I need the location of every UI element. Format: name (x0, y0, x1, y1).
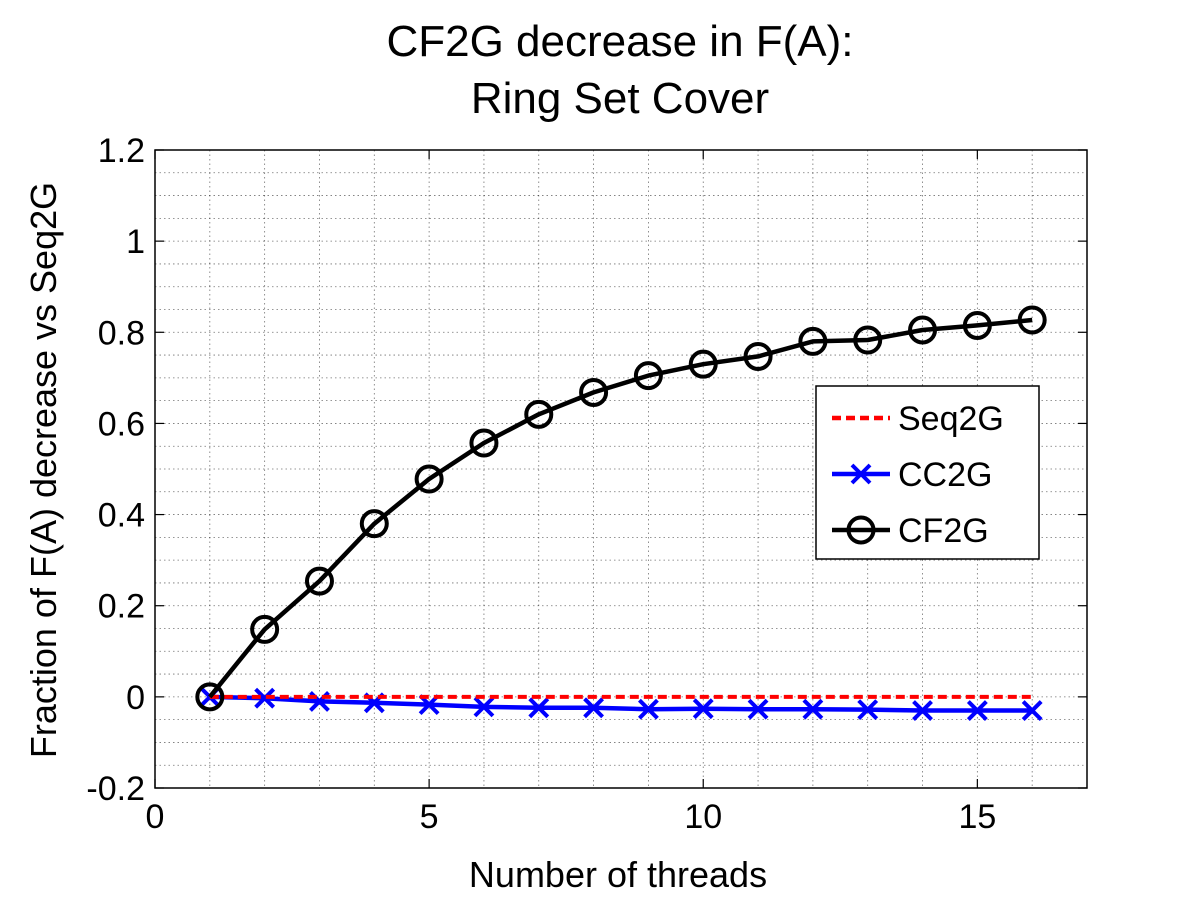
data-point-cc2g (528, 697, 550, 719)
marker-stroke (747, 698, 769, 720)
data-point-cf2g (743, 341, 773, 371)
data-point-cc2g (747, 698, 769, 720)
legend-marker-cf2g (846, 515, 876, 545)
data-point-cc2g (966, 700, 988, 721)
data-point-cf2g (853, 325, 883, 355)
data-point-cf2g (359, 509, 389, 539)
chart-title-line-1: CF2G decrease in F(A): (386, 17, 853, 66)
marker-stroke (966, 700, 988, 721)
data-point-cf2g (195, 682, 225, 712)
marker-stroke (528, 697, 550, 719)
legend: Seq2G CC2G CF2G (815, 385, 1040, 560)
data-point-cc2g (802, 698, 824, 720)
data-point-cf2g (908, 315, 938, 345)
y-tick-label: 1.2 (98, 132, 145, 170)
data-point-cf2g (304, 566, 334, 596)
x-tick-label: 10 (684, 798, 722, 836)
y-tick-label: 0.6 (98, 405, 145, 443)
data-point-cf2g (414, 464, 444, 494)
data-point-cf2g (798, 326, 828, 356)
data-point-cc2g (583, 697, 605, 719)
y-tick-label: -0.2 (86, 770, 145, 808)
marker-stroke (637, 698, 659, 720)
marker-stroke (1021, 700, 1043, 721)
y-tick-label: 0.8 (98, 314, 145, 352)
y-tick-label: 0 (126, 679, 145, 717)
data-point-cc2g (857, 699, 879, 721)
marker-stroke (692, 698, 714, 720)
grid (155, 150, 1087, 788)
marker-stroke (857, 699, 879, 721)
data-point-cc2g (692, 698, 714, 720)
data-point-cf2g (469, 428, 499, 458)
data-point-cf2g (579, 377, 609, 407)
data-point-cf2g (633, 361, 663, 391)
marker-stroke (254, 687, 276, 709)
data-point-cf2g (688, 349, 718, 379)
marker-stroke (802, 698, 824, 720)
x-axis-label: Number of threads (469, 854, 767, 895)
data-point-cc2g (1021, 700, 1043, 721)
data-point-cf2g (1017, 305, 1047, 335)
x-tick-label: 15 (958, 798, 996, 836)
data-point-cf2g (962, 310, 992, 340)
legend-label-seq2g: Seq2G (898, 400, 1004, 438)
data-point-cc2g (254, 687, 276, 709)
series-line-cf2g (208, 317, 1033, 699)
marker-stroke (473, 696, 495, 718)
chart-title-line-2: Ring Set Cover (471, 74, 769, 123)
plot-area-frame (154, 149, 1088, 789)
y-tick-label: 1 (126, 223, 145, 261)
marker-stroke (850, 463, 872, 485)
data-point-cf2g (524, 399, 554, 429)
x-tick-label: 0 (146, 798, 165, 836)
marker-stroke (912, 700, 933, 721)
legend-label-cf2g: CF2G (898, 512, 989, 550)
y-axis-label: Fraction of F(A) decrease vs Seq2G (23, 182, 64, 758)
data-point-cc2g (637, 698, 659, 720)
y-tick-label: 0.2 (98, 588, 145, 626)
data-point-cc2g (473, 696, 495, 718)
legend-marker-cc2g (850, 463, 872, 485)
data-point-cc2g (912, 700, 933, 721)
legend-label-cc2g: CC2G (898, 456, 992, 494)
y-tick-label: 0.4 (98, 497, 145, 535)
data-point-cf2g (250, 614, 280, 644)
marker-stroke (583, 697, 605, 719)
series-group (195, 305, 1047, 721)
x-tick-label: 5 (420, 798, 439, 836)
series-line-cc2g (209, 694, 1033, 713)
axis-ticks: 0 5 10 15-0.200.20.40.60.811.2 (86, 132, 1087, 836)
